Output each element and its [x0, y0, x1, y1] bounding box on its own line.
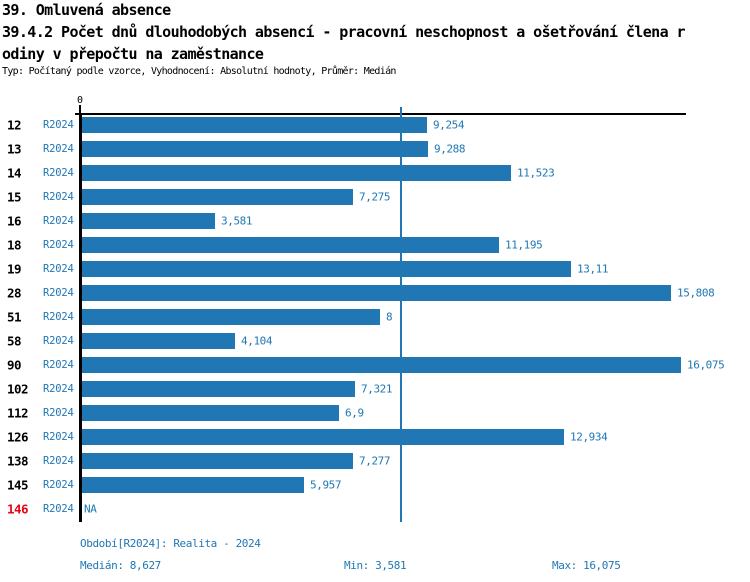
bar-value-label: 13,11	[577, 262, 609, 276]
bar	[82, 117, 427, 133]
bar-value-label: 8	[386, 310, 393, 324]
bar-row: 146 R2024 NA	[0, 497, 750, 521]
row-category-label: 102	[7, 381, 29, 397]
bar-row: 112 R2024 6,9	[0, 401, 750, 425]
bar	[82, 357, 681, 373]
chart-meta-info: Typ: Počítaný podle vzorce, Vyhodnocení:…	[2, 66, 396, 77]
y-axis-line	[79, 113, 82, 522]
footer-median: Medián: 8,627	[80, 559, 161, 572]
footer-min: Min: 3,581	[344, 559, 407, 572]
bar-row: 102 R2024 7,321	[0, 377, 750, 401]
row-period-label: R2024	[43, 503, 74, 515]
row-period-label: R2024	[43, 359, 74, 371]
row-period-label: R2024	[43, 311, 74, 323]
bar-rows-container: 12 R2024 9,254 13 R2024 9,288 14 R2024 1…	[0, 113, 750, 521]
bar-value-label: 11,195	[505, 238, 543, 252]
bar-row: 145 R2024 5,957	[0, 473, 750, 497]
bar-value-label: 12,934	[570, 430, 608, 444]
bar-row: 12 R2024 9,254	[0, 113, 750, 137]
bar-value-label: 7,277	[359, 454, 391, 468]
x-axis-line	[75, 113, 686, 115]
bar-value-label: 9,288	[434, 142, 466, 156]
bar	[82, 285, 671, 301]
row-category-label: 18	[7, 237, 22, 253]
row-category-label: 14	[7, 165, 22, 181]
bar	[82, 237, 499, 253]
bar-row: 19 R2024 13,11	[0, 257, 750, 281]
bar	[82, 189, 353, 205]
bar-value-label: NA	[84, 502, 97, 516]
row-category-label: 16	[7, 213, 22, 229]
row-period-label: R2024	[43, 455, 74, 467]
bar	[82, 333, 235, 349]
bar-value-label: 11,523	[517, 166, 555, 180]
bar-value-label: 7,275	[359, 190, 391, 204]
bar-value-label: 16,075	[687, 358, 725, 372]
row-period-label: R2024	[43, 119, 74, 131]
bar-value-label: 3,581	[221, 214, 253, 228]
bar-row: 51 R2024 8	[0, 305, 750, 329]
bar-row: 58 R2024 4,104	[0, 329, 750, 353]
x-axis-zero-label: 0	[76, 95, 84, 106]
row-period-label: R2024	[43, 191, 74, 203]
row-category-label: 15	[7, 189, 22, 205]
row-period-label: R2024	[43, 383, 74, 395]
chart-subtitle-line2: odiny v přepočtu na zaměstnance	[2, 45, 264, 63]
row-period-label: R2024	[43, 263, 74, 275]
bar	[82, 309, 380, 325]
row-category-label: 13	[7, 141, 22, 157]
bar-value-label: 9,254	[433, 118, 465, 132]
row-period-label: R2024	[43, 167, 74, 179]
row-category-label: 146	[7, 501, 29, 517]
bar	[82, 381, 355, 397]
row-category-label: 138	[7, 453, 29, 469]
bar-row: 138 R2024 7,277	[0, 449, 750, 473]
row-period-label: R2024	[43, 239, 74, 251]
row-category-label: 145	[7, 477, 29, 493]
chart-title: 39. Omluvená absence	[2, 1, 171, 19]
bar	[82, 453, 353, 469]
footer-max: Max: 16,075	[552, 559, 621, 572]
bar-row: 126 R2024 12,934	[0, 425, 750, 449]
x-axis-zero-tick	[79, 105, 81, 114]
row-category-label: 126	[7, 429, 29, 445]
row-period-label: R2024	[43, 479, 74, 491]
bar-row: 90 R2024 16,075	[0, 353, 750, 377]
bar	[82, 429, 564, 445]
bar-row: 14 R2024 11,523	[0, 161, 750, 185]
bar	[82, 165, 511, 181]
footer-period-info: Období[R2024]: Realita - 2024	[80, 537, 261, 550]
row-category-label: 51	[7, 309, 22, 325]
bar-row: 16 R2024 3,581	[0, 209, 750, 233]
median-line	[400, 107, 402, 522]
row-period-label: R2024	[43, 335, 74, 347]
bar-value-label: 15,808	[677, 286, 715, 300]
bar	[82, 405, 339, 421]
bar-row: 13 R2024 9,288	[0, 137, 750, 161]
row-category-label: 28	[7, 285, 22, 301]
bar-value-label: 4,104	[241, 334, 273, 348]
bar-row: 18 R2024 11,195	[0, 233, 750, 257]
bar-value-label: 7,321	[361, 382, 393, 396]
bar-value-label: 6,9	[345, 406, 364, 420]
row-period-label: R2024	[43, 407, 74, 419]
row-category-label: 58	[7, 333, 22, 349]
row-category-label: 90	[7, 357, 22, 373]
bar	[82, 213, 215, 229]
bar	[82, 261, 571, 277]
bar-row: 15 R2024 7,275	[0, 185, 750, 209]
bar	[82, 477, 304, 493]
row-period-label: R2024	[43, 215, 74, 227]
row-category-label: 12	[7, 117, 22, 133]
bar	[82, 141, 428, 157]
row-period-label: R2024	[43, 143, 74, 155]
row-period-label: R2024	[43, 431, 74, 443]
bar-row: 28 R2024 15,808	[0, 281, 750, 305]
row-period-label: R2024	[43, 287, 74, 299]
row-category-label: 19	[7, 261, 22, 277]
bar-value-label: 5,957	[310, 478, 342, 492]
row-category-label: 112	[7, 405, 29, 421]
chart-subtitle-line1: 39.4.2 Počet dnů dlouhodobých absencí - …	[2, 23, 686, 41]
